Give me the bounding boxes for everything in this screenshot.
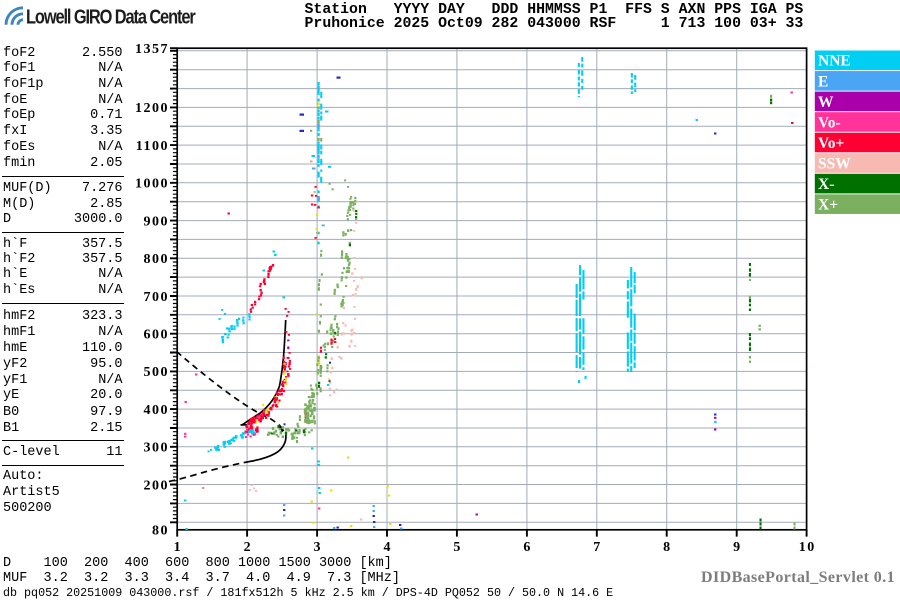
svg-text:E: E [818,73,828,90]
svg-text:W: W [818,94,834,111]
svg-text:NNE: NNE [818,53,851,70]
svg-text:600: 600 [144,327,170,342]
svg-text:Vo-: Vo- [818,114,841,131]
svg-text:Vo+: Vo+ [818,135,845,152]
svg-text:5: 5 [453,540,462,555]
svg-text:6: 6 [523,540,532,555]
svg-text:1000: 1000 [135,177,169,192]
svg-text:500: 500 [144,365,170,380]
svg-text:1100: 1100 [136,139,169,154]
svg-text:X-: X- [818,176,834,193]
svg-text:1200: 1200 [135,101,169,116]
svg-text:2: 2 [244,540,253,555]
svg-text:SSW: SSW [818,155,851,172]
svg-text:900: 900 [144,214,170,229]
svg-text:8: 8 [663,540,672,555]
svg-text:7: 7 [593,540,602,555]
svg-text:700: 700 [144,290,170,305]
svg-text:1357: 1357 [135,42,169,57]
svg-text:X+: X+ [818,197,838,214]
svg-text:400: 400 [144,403,170,418]
svg-text:80: 80 [152,524,169,539]
svg-text:300: 300 [144,441,170,456]
svg-text:200: 200 [144,478,170,493]
svg-text:10: 10 [799,540,816,555]
svg-text:1: 1 [174,540,183,555]
svg-text:4: 4 [383,540,392,555]
svg-text:Lowell GIRO Data Center: Lowell GIRO Data Center [26,5,196,28]
svg-text:3: 3 [314,540,323,555]
svg-text:800: 800 [144,252,170,267]
svg-text:9: 9 [733,540,742,555]
